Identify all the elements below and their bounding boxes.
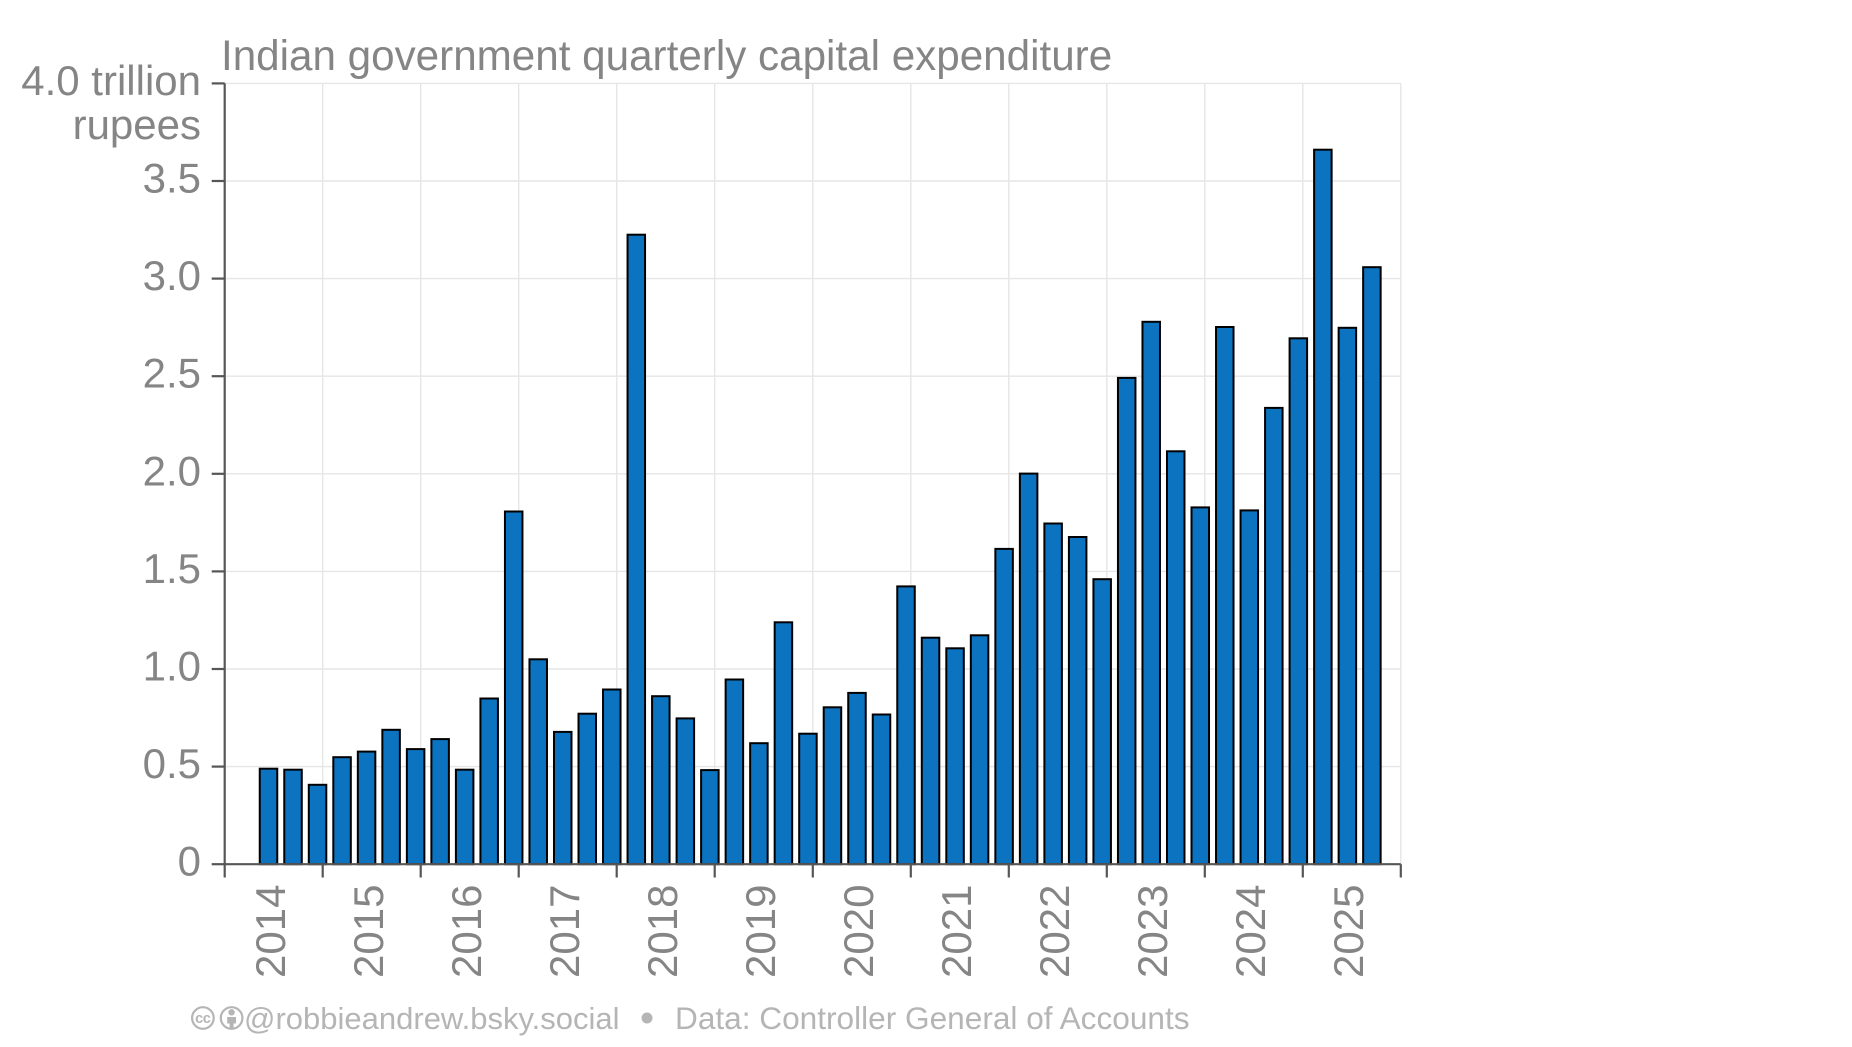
svg-text:cc: cc <box>195 1011 211 1027</box>
svg-text:0.5: 0.5 <box>143 740 201 787</box>
svg-text:2023: 2023 <box>1129 885 1176 978</box>
svg-text:2020: 2020 <box>835 885 882 978</box>
svg-text:2025: 2025 <box>1325 885 1372 978</box>
svg-text:2017: 2017 <box>541 885 588 978</box>
svg-text:1.5: 1.5 <box>143 545 201 592</box>
svg-text:2018: 2018 <box>639 885 686 978</box>
svg-text:4.0 trillion: 4.0 trillion <box>21 57 201 104</box>
svg-text:2016: 2016 <box>443 885 490 978</box>
svg-text:2019: 2019 <box>737 885 784 978</box>
svg-text:3.5: 3.5 <box>143 155 201 202</box>
svg-text:2.0: 2.0 <box>143 447 201 494</box>
svg-text:Indian government quarterly ca: Indian government quarterly capital expe… <box>221 32 1112 79</box>
svg-text:2015: 2015 <box>345 885 392 978</box>
svg-text:2014: 2014 <box>247 885 294 978</box>
svg-text:rupees: rupees <box>73 101 201 148</box>
svg-text:@robbieandrew.bsky.social: @robbieandrew.bsky.social <box>244 1001 620 1036</box>
svg-text:Data: Controller General of Ac: Data: Controller General of Accounts <box>675 1000 1190 1036</box>
svg-text:0: 0 <box>178 838 201 885</box>
svg-text:2.5: 2.5 <box>143 350 201 397</box>
svg-text:1.0: 1.0 <box>143 643 201 690</box>
svg-text:3.0: 3.0 <box>143 252 201 299</box>
svg-text:2022: 2022 <box>1031 885 1078 978</box>
svg-text:2021: 2021 <box>933 885 980 978</box>
svg-text:2024: 2024 <box>1227 885 1274 978</box>
